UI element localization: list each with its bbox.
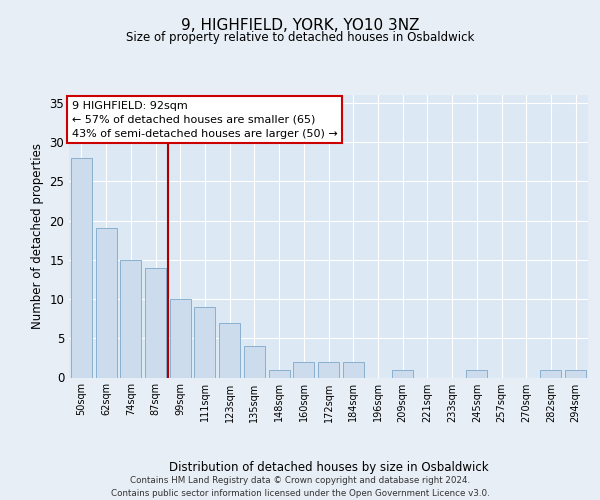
Text: 9 HIGHFIELD: 92sqm
← 57% of detached houses are smaller (65)
43% of semi-detache: 9 HIGHFIELD: 92sqm ← 57% of detached hou… [71, 100, 337, 138]
Bar [145, 268, 166, 378]
Bar [120, 260, 141, 378]
Bar [170, 299, 191, 378]
Bar [392, 370, 413, 378]
X-axis label: Distribution of detached houses by size in Osbaldwick: Distribution of detached houses by size … [169, 461, 488, 474]
Bar [565, 370, 586, 378]
Text: 9, HIGHFIELD, YORK, YO10 3NZ: 9, HIGHFIELD, YORK, YO10 3NZ [181, 18, 419, 32]
Bar [95, 228, 116, 378]
Bar [343, 362, 364, 378]
Bar [466, 370, 487, 378]
Bar [194, 307, 215, 378]
Bar [244, 346, 265, 378]
Bar [71, 158, 92, 378]
Bar [293, 362, 314, 378]
Text: Size of property relative to detached houses in Osbaldwick: Size of property relative to detached ho… [126, 31, 474, 44]
Bar [318, 362, 339, 378]
Y-axis label: Number of detached properties: Number of detached properties [31, 143, 44, 329]
Bar [541, 370, 562, 378]
Bar [269, 370, 290, 378]
Text: Contains HM Land Registry data © Crown copyright and database right 2024.: Contains HM Land Registry data © Crown c… [130, 476, 470, 485]
Text: Contains public sector information licensed under the Open Government Licence v3: Contains public sector information licen… [110, 489, 490, 498]
Bar [219, 322, 240, 378]
